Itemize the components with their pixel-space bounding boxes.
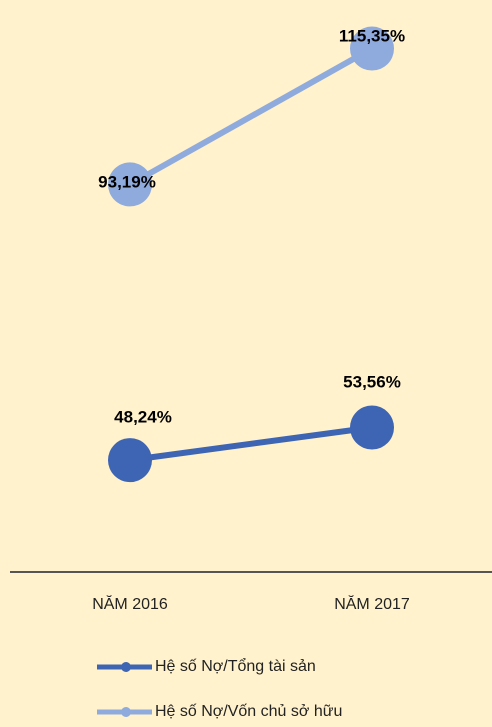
- x-tick-label: NĂM 2016: [92, 594, 168, 613]
- legend-label: Hệ số Nợ/Tổng tài sản: [155, 657, 316, 675]
- data-label: 115,35%: [339, 26, 405, 45]
- point: [108, 438, 152, 483]
- point: [108, 162, 152, 207]
- point: [350, 26, 394, 71]
- legend-label: Hệ số Nợ/Vốn chủ sở hữu: [155, 703, 342, 720]
- legend-marker: [121, 662, 131, 672]
- data-label: 93,19%: [98, 172, 156, 191]
- x-tick-label: NĂM 2017: [334, 594, 410, 613]
- legend-marker: [121, 707, 131, 717]
- series-line: [129, 424, 373, 464]
- series-line: [128, 45, 374, 188]
- point: [350, 405, 394, 450]
- data-label: 53,56%: [343, 372, 401, 391]
- data-label: 48,24%: [114, 407, 172, 426]
